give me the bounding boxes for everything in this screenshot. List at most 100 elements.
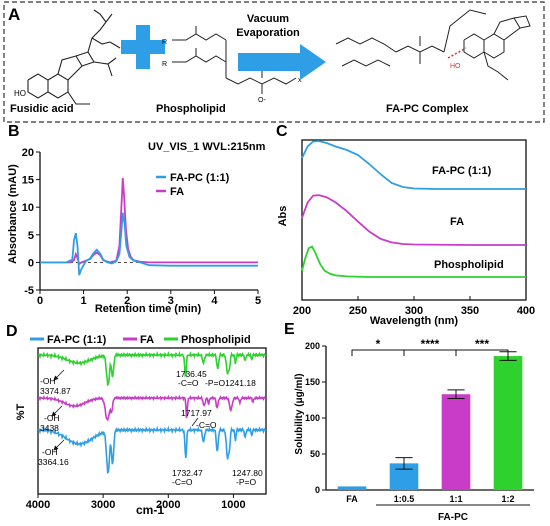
- legend-label-fa-pc: FA-PC (1:1): [170, 172, 230, 184]
- y-tick-label: -5: [24, 285, 34, 297]
- panel-label-b: B: [8, 123, 20, 140]
- x-tick-label: 1: [81, 295, 87, 307]
- x-tick-label: 2000: [156, 499, 180, 511]
- complex-ho-label: HO: [450, 63, 461, 70]
- series-line: [40, 212, 258, 276]
- x-tick-label: 4000: [26, 499, 50, 511]
- chart-d-annotations: -OH 3374.87 1736.45 -C=O -P=O1241.18 -OH…: [38, 369, 263, 487]
- chart-b-legend: FA-PC (1:1) FA: [156, 172, 230, 198]
- annotation-text: 1736.45: [176, 369, 207, 379]
- panel-label-e: E: [284, 321, 295, 338]
- annotation-text: -P=O: [236, 477, 256, 487]
- annotation-text: -C=O: [178, 378, 199, 388]
- x-tick-label: 300: [405, 305, 423, 317]
- phospholipid-structure: [172, 26, 297, 94]
- phospholipid-x: x: [298, 77, 302, 84]
- chart-e-plot: * **** ***: [337, 337, 523, 490]
- chart-c-plot: [301, 140, 526, 278]
- chart-e-ylabel: Solubility (μg/ml): [294, 373, 305, 454]
- process-label-evaporation: Evaporation: [236, 27, 300, 39]
- x-tick-label: 3: [168, 295, 174, 307]
- chart-b-title: UV_VIS_1 WVL:215nm: [148, 141, 266, 153]
- series-line: [301, 194, 526, 246]
- annotation-text: -OH: [44, 413, 60, 423]
- significance-label: *: [376, 337, 381, 351]
- annotation-text: 1247.80: [232, 468, 263, 478]
- x-tick-label: 350: [461, 305, 479, 317]
- chart-d-xlabel: cm-1: [136, 503, 164, 517]
- panel-label-d: D: [6, 323, 18, 340]
- panel-d: D %T cm-1 4000 3000 2000 1000 FA-PC (1:1) F…: [6, 323, 267, 517]
- y-tick-label: 20: [22, 147, 34, 159]
- plot-frame: [37, 347, 267, 495]
- group-label-fa-pc: FA-PC: [438, 512, 468, 523]
- x-tick-label: 1:0.5: [394, 494, 415, 504]
- chart-b-plot: [40, 177, 258, 276]
- significance-label: ****: [421, 337, 440, 351]
- x-tick-label: 4: [211, 295, 218, 307]
- annotation-text: -P=O1241.18: [205, 378, 256, 388]
- panel-a: A HO Fusidic acid: [3, 1, 545, 123]
- annotation-text: -C=O: [196, 420, 217, 430]
- chart-d-axes: 4000 3000 2000 1000: [26, 347, 267, 511]
- phospholipid-r1: R: [162, 39, 167, 46]
- annotation-text: 3364.16: [38, 457, 69, 467]
- significance-bracket: [455, 349, 509, 356]
- x-tick-label: 1:1: [449, 494, 462, 504]
- series-line: [37, 394, 267, 422]
- panel-c: C Abs Wavelength (nm) 200 250 300 350 400 FA…: [276, 123, 535, 327]
- x-tick-label: 3000: [91, 499, 115, 511]
- y-tick-label: 150: [305, 377, 320, 387]
- annotation-text: 1732.47: [172, 468, 203, 478]
- series-line: [37, 350, 267, 387]
- chart-d-plot: [37, 350, 267, 475]
- x-tick-label: 1000: [221, 499, 245, 511]
- annotation-text: 3374.87: [40, 386, 71, 396]
- chart-d-ylabel: %T: [15, 403, 27, 420]
- chart-b-xlabel: Retention time (min): [95, 303, 202, 315]
- legend-label-phospholipid: Phospholipid: [181, 334, 251, 346]
- chart-c-label-fa: FA: [450, 216, 464, 228]
- x-tick-label: 400: [517, 305, 535, 317]
- chart-c-axes: 200 250 300 350 400: [293, 139, 535, 317]
- chart-d-legend: FA-PC (1:1) FA Phospholipid: [30, 334, 251, 346]
- bar: [493, 356, 523, 490]
- phospholipid-o-minus: O-: [258, 97, 266, 104]
- bar: [337, 486, 367, 490]
- process-label-vacuum: Vacuum: [247, 13, 289, 25]
- phospholipid-r2: R: [162, 61, 167, 68]
- hydrogen-bond-line: [447, 47, 467, 59]
- product-label: FA-PC Complex: [386, 103, 469, 115]
- legend-label-fa: FA: [170, 186, 184, 198]
- chart-c-xlabel: Wavelength (nm): [370, 315, 459, 327]
- x-tick-label: 0: [37, 295, 43, 307]
- series-line: [37, 425, 267, 475]
- fa-oh-label: HO: [14, 89, 26, 98]
- x-tick-label: 1:2: [501, 494, 514, 504]
- phospholipid-label: Phospholipid: [156, 103, 226, 115]
- legend-label-fa-pc: FA-PC (1:1): [47, 334, 107, 346]
- annotation-text: -OH: [40, 376, 56, 386]
- y-tick-label: 5: [28, 230, 34, 242]
- plus-icon: [121, 25, 165, 69]
- x-tick-label: 200: [293, 305, 311, 317]
- process-arrow-icon: [238, 44, 326, 80]
- annotation-text: 3438: [40, 423, 59, 433]
- y-tick-label: 10: [22, 202, 34, 214]
- chart-c-label-phospholipid: Phospholipid: [434, 259, 504, 271]
- panel-label-a: A: [8, 5, 20, 24]
- y-tick-label: 200: [305, 341, 320, 351]
- panel-label-c: C: [276, 123, 288, 140]
- x-tick-label: 250: [349, 305, 367, 317]
- fusidic-acid-structure: [27, 9, 121, 105]
- annotation-text: -OH: [42, 447, 58, 457]
- x-tick-label: 5: [255, 295, 261, 307]
- annotation-text: 1717.97: [181, 408, 212, 418]
- x-tick-label: 2: [124, 295, 130, 307]
- bar: [441, 394, 471, 490]
- y-tick-label: 100: [305, 413, 320, 423]
- panel-b: B UV_VIS_1 WVL:215nm Absorbance (mAU) Re…: [7, 123, 266, 315]
- series-line: [301, 140, 526, 190]
